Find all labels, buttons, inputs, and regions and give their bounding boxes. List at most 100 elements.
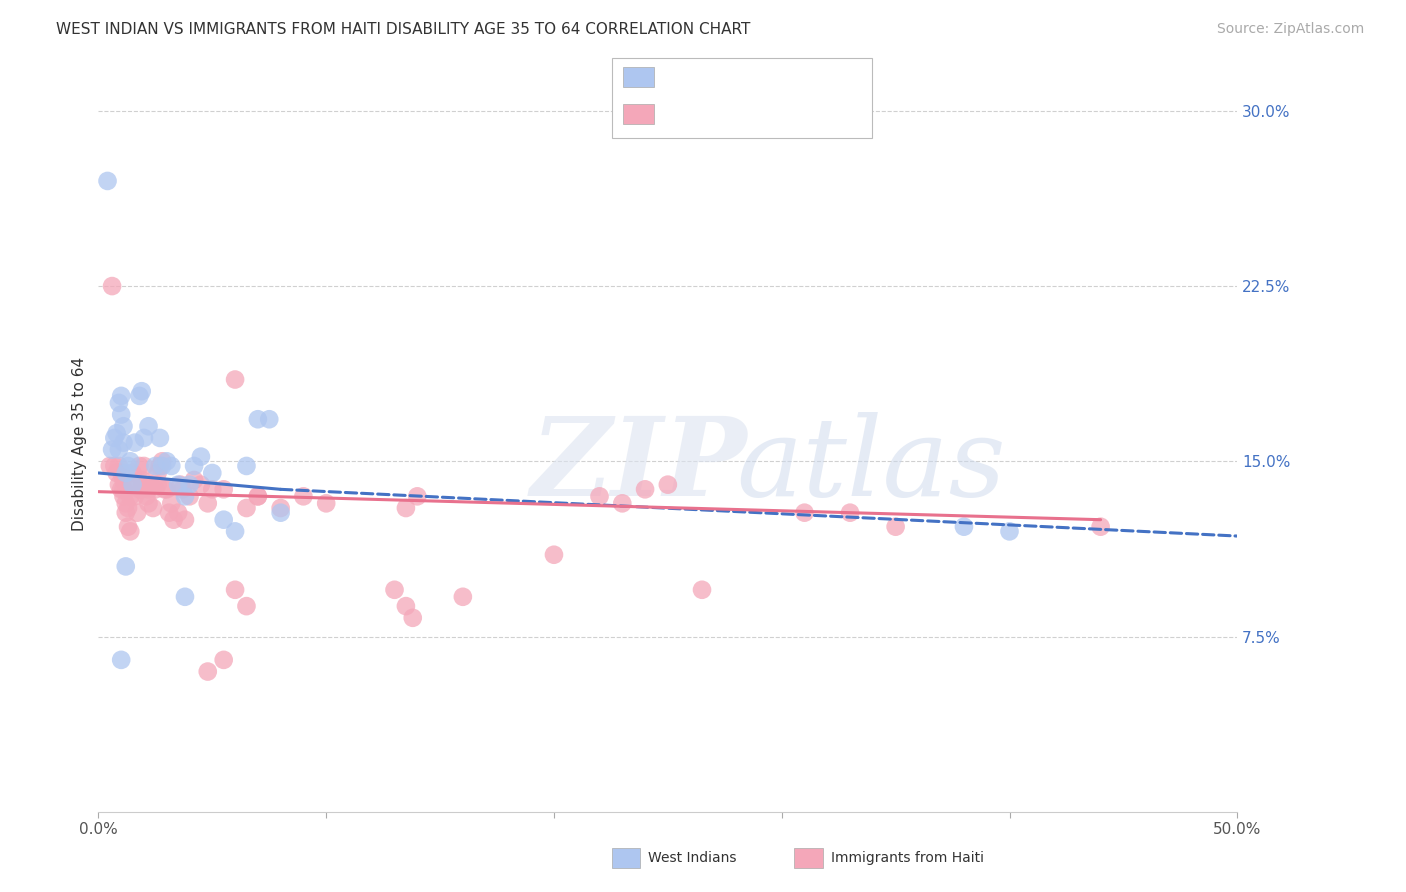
- Point: [634, 483, 657, 497]
- Point: [112, 489, 135, 503]
- Point: [131, 483, 153, 497]
- Point: [174, 590, 197, 604]
- Point: [384, 582, 406, 597]
- Point: [124, 435, 146, 450]
- Point: [150, 454, 173, 468]
- Point: [146, 477, 169, 491]
- Point: [212, 513, 235, 527]
- Point: [406, 489, 429, 503]
- Text: West Indians: West Indians: [648, 851, 737, 865]
- Text: Immigrants from Haiti: Immigrants from Haiti: [831, 851, 984, 865]
- Point: [149, 431, 172, 445]
- Text: WEST INDIAN VS IMMIGRANTS FROM HAITI DISABILITY AGE 35 TO 64 CORRELATION CHART: WEST INDIAN VS IMMIGRANTS FROM HAITI DIS…: [56, 22, 751, 37]
- Point: [395, 599, 418, 614]
- Text: ZIP: ZIP: [531, 412, 748, 520]
- Point: [132, 458, 155, 473]
- Point: [402, 611, 425, 625]
- Point: [149, 458, 172, 473]
- Point: [146, 466, 169, 480]
- Point: [110, 483, 132, 497]
- Point: [884, 519, 907, 533]
- Point: [167, 477, 190, 491]
- Point: [132, 431, 155, 445]
- Point: [120, 454, 142, 468]
- Point: [160, 496, 183, 510]
- Point: [953, 519, 976, 533]
- Point: [162, 513, 184, 527]
- Point: [998, 524, 1021, 539]
- Point: [121, 477, 143, 491]
- Point: [235, 458, 257, 473]
- Point: [224, 372, 246, 386]
- Point: [96, 174, 118, 188]
- Point: [110, 653, 132, 667]
- Point: [224, 582, 246, 597]
- Text: R = -0.128   N = 41: R = -0.128 N = 41: [659, 70, 796, 84]
- Point: [120, 524, 142, 539]
- Point: [167, 506, 190, 520]
- Point: [110, 466, 132, 480]
- Point: [108, 442, 131, 457]
- Point: [117, 458, 139, 473]
- Point: [138, 419, 160, 434]
- Point: [114, 466, 136, 480]
- Point: [246, 412, 269, 426]
- Point: [110, 408, 132, 422]
- Point: [201, 483, 224, 497]
- Point: [128, 458, 150, 473]
- Point: [235, 599, 257, 614]
- Point: [395, 501, 418, 516]
- Point: [588, 489, 610, 503]
- Point: [127, 506, 149, 520]
- Point: [156, 483, 179, 497]
- Point: [114, 506, 136, 520]
- Point: [110, 389, 132, 403]
- Point: [131, 384, 153, 399]
- Point: [150, 458, 173, 473]
- Point: [103, 431, 125, 445]
- Point: [543, 548, 565, 562]
- Point: [839, 506, 862, 520]
- Point: [108, 396, 131, 410]
- Point: [160, 458, 183, 473]
- Point: [105, 466, 128, 480]
- Point: [108, 458, 131, 473]
- Point: [235, 501, 257, 516]
- Point: [197, 665, 219, 679]
- Point: [135, 489, 157, 503]
- Point: [657, 477, 679, 491]
- Point: [128, 483, 150, 497]
- Point: [138, 483, 160, 497]
- Point: [174, 489, 197, 503]
- Point: [270, 506, 292, 520]
- Point: [172, 483, 194, 497]
- Point: [179, 489, 201, 503]
- Point: [108, 477, 131, 491]
- Point: [157, 506, 180, 520]
- Point: [138, 496, 160, 510]
- Point: [98, 458, 121, 473]
- Point: [224, 524, 246, 539]
- Text: atlas: atlas: [737, 412, 1005, 520]
- Point: [112, 473, 135, 487]
- Point: [1090, 519, 1112, 533]
- Point: [112, 419, 135, 434]
- Text: R = -0.071   N = 79: R = -0.071 N = 79: [659, 107, 796, 121]
- Point: [132, 477, 155, 491]
- Point: [117, 501, 139, 516]
- Point: [212, 483, 235, 497]
- Point: [190, 450, 212, 464]
- Point: [101, 442, 124, 457]
- Point: [120, 489, 142, 503]
- Point: [153, 483, 176, 497]
- Point: [112, 435, 135, 450]
- Point: [105, 426, 128, 441]
- Point: [179, 477, 201, 491]
- Point: [174, 513, 197, 527]
- Point: [121, 477, 143, 491]
- Point: [145, 458, 167, 473]
- Point: [259, 412, 281, 426]
- Point: [103, 458, 125, 473]
- Point: [131, 473, 153, 487]
- Point: [117, 519, 139, 533]
